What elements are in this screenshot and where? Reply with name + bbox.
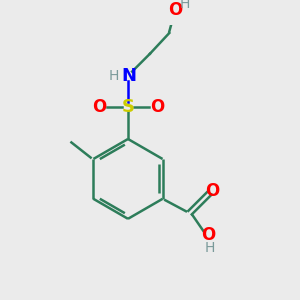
Text: H: H [204, 241, 214, 255]
Text: O: O [92, 98, 106, 116]
Text: O: O [205, 182, 219, 200]
Text: S: S [122, 98, 134, 116]
Text: H: H [109, 69, 119, 83]
Text: O: O [168, 1, 182, 19]
Text: H: H [180, 0, 190, 11]
Text: O: O [150, 98, 164, 116]
Text: O: O [201, 226, 215, 244]
Text: N: N [122, 67, 137, 85]
